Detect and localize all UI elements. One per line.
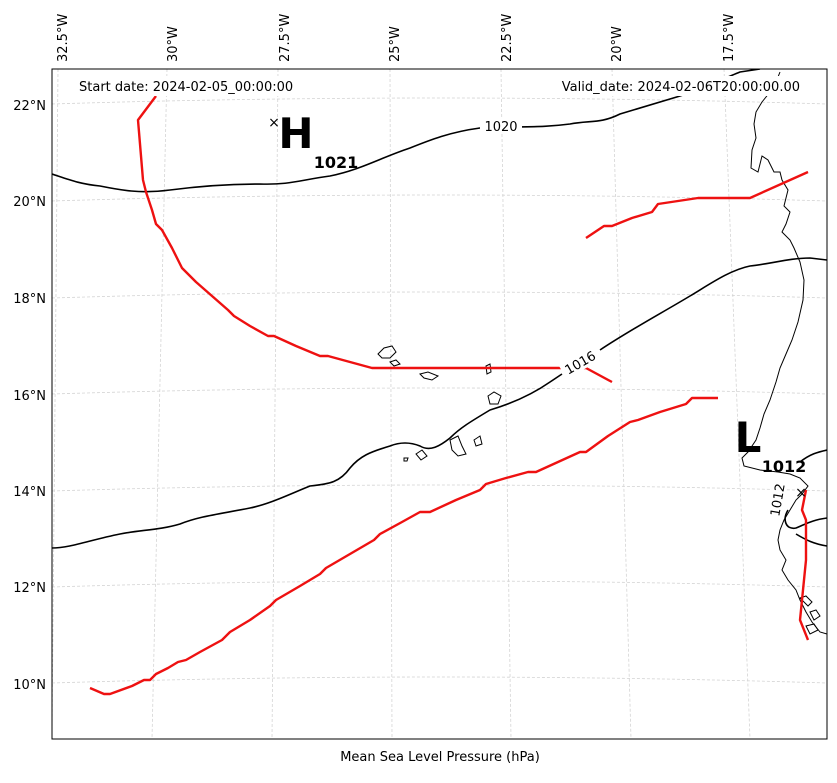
contour-label-1012: 1012 — [768, 482, 789, 517]
map-frame — [51, 68, 828, 740]
low-center-letter: L — [735, 413, 762, 462]
front-line-3 — [585, 170, 809, 239]
parallel-14n — [52, 484, 827, 492]
start-date-label: Start date: 2024-02-05_00:00:00 — [79, 80, 293, 95]
low-center-value: 1012 — [762, 457, 807, 476]
high-center-marker: × — [268, 115, 280, 131]
lon-label-30w: 30°W — [166, 26, 181, 62]
lon-label-27-5w: 27.5°W — [278, 14, 293, 62]
parallel-16n — [52, 387, 827, 395]
gridlines — [52, 69, 827, 739]
longitude-axis-labels: 32.5°W 30°W 27.5°W 25°W 22.5°W 20°W 17.5… — [56, 14, 737, 62]
cape-verde-island-4 — [485, 363, 492, 375]
lat-label-10n: 10°N — [13, 678, 46, 693]
lon-label-25w: 25°W — [388, 26, 403, 62]
map-caption: Mean Sea Level Pressure (hPa) — [340, 750, 540, 765]
cape-verde-island-9 — [403, 457, 409, 462]
valid-date-label: Valid_date: 2024-02-06T20:00:00.00 — [562, 80, 800, 95]
pressure-center-high: × H 1021 — [268, 109, 358, 172]
bijagos-islands — [799, 595, 821, 635]
lat-label-16n: 16°N — [13, 389, 46, 404]
low-center-marker: × — [795, 485, 807, 501]
lat-label-22n: 22°N — [13, 99, 46, 114]
parallel-12n — [52, 580, 827, 588]
high-center-letter: H — [278, 109, 313, 158]
cape-verde-island-2 — [389, 359, 401, 367]
isobars — [52, 69, 827, 549]
contour-label-1020: 1020 — [484, 120, 517, 135]
meridian-20w — [611, 69, 632, 739]
parallel-22n — [52, 97, 827, 105]
cape-verde-island-3 — [419, 371, 440, 381]
fronts — [89, 95, 810, 696]
parallel-18n — [52, 291, 827, 299]
isobar-1012 — [784, 449, 827, 547]
cape-verde-island-6 — [449, 435, 467, 457]
pressure-center-low: L 1012 × — [735, 413, 807, 501]
meridian-25w — [389, 69, 393, 739]
isobar-1020 — [52, 69, 761, 193]
latitude-axis-labels: 22°N 20°N 18°N 16°N 14°N 12°N 10°N — [13, 99, 46, 693]
front-line-1 — [136, 95, 613, 384]
lon-label-17-5w: 17.5°W — [722, 14, 737, 62]
parallel-10n — [52, 676, 827, 684]
parallel-20n — [52, 194, 827, 202]
cape-verde-island-1 — [377, 345, 397, 359]
high-center-value: 1021 — [314, 153, 359, 172]
lon-label-22-5w: 22.5°W — [500, 14, 515, 62]
meridian-27-5w — [271, 69, 279, 739]
lon-label-32-5w: 32.5°W — [56, 14, 71, 62]
cape-verde-island-5 — [487, 391, 502, 405]
meridian-17-5w — [723, 69, 751, 739]
lat-label-12n: 12°N — [13, 581, 46, 596]
meridian-32-5w — [52, 69, 59, 739]
cape-verde-island-8 — [415, 449, 428, 461]
africa-coastline — [741, 71, 827, 635]
front-line-4 — [798, 489, 810, 641]
lat-label-20n: 20°N — [13, 195, 46, 210]
coastlines — [377, 71, 827, 635]
isobar-1016 — [52, 257, 827, 549]
front-line-2 — [89, 396, 718, 696]
lat-label-14n: 14°N — [13, 485, 46, 500]
lon-label-20w: 20°W — [610, 26, 625, 62]
lat-label-18n: 18°N — [13, 292, 46, 307]
meridian-30w — [151, 69, 168, 739]
cape-verde-island-7 — [473, 435, 483, 447]
